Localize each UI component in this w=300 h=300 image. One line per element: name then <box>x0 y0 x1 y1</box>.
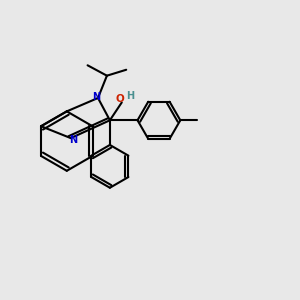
Text: O: O <box>115 94 124 104</box>
Text: H: H <box>127 91 135 100</box>
Text: N: N <box>69 136 77 146</box>
Text: N: N <box>92 92 101 101</box>
